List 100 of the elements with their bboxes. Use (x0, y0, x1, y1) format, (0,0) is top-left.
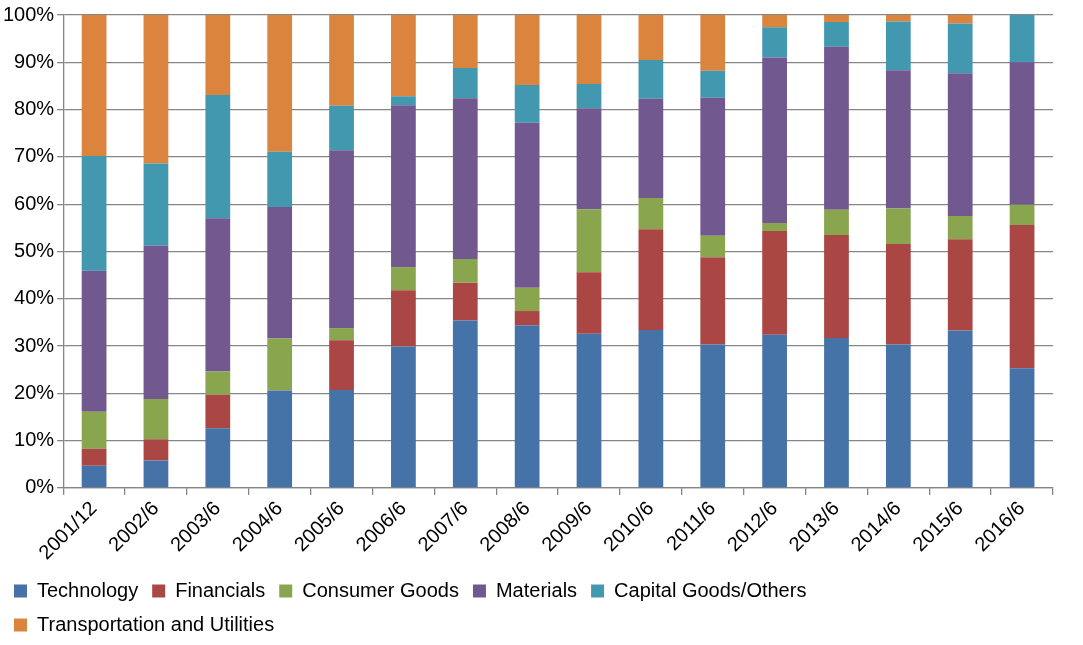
bar (391, 105, 416, 268)
bar (824, 22, 849, 47)
bar (391, 96, 416, 106)
bar (824, 338, 849, 488)
y-tick-label: 90% (14, 49, 55, 72)
bar (885, 21, 911, 71)
bar (638, 329, 664, 488)
bar (205, 94, 231, 219)
bar (329, 105, 354, 151)
bar (576, 84, 602, 109)
bar (514, 311, 540, 326)
bar (824, 15, 849, 23)
bar (885, 243, 911, 345)
y-tick-label: 60% (14, 191, 55, 214)
bar (81, 155, 107, 271)
bar (81, 15, 107, 156)
bar (452, 67, 478, 99)
bar (762, 27, 787, 58)
bar (700, 344, 726, 488)
legend-label: Technology (37, 578, 139, 601)
bar (205, 394, 231, 429)
y-tick-label: 10% (14, 428, 55, 451)
bar (762, 15, 787, 28)
bar (638, 59, 664, 99)
bar (762, 334, 787, 488)
bar (885, 70, 911, 209)
bar (1009, 62, 1035, 205)
bar (143, 15, 169, 164)
bar (391, 290, 416, 347)
y-tick-label: 40% (14, 286, 55, 309)
bar (205, 218, 231, 372)
bar (452, 282, 478, 321)
y-tick-label: 70% (14, 144, 55, 167)
bar (762, 231, 787, 335)
bar (329, 340, 354, 391)
bar (205, 371, 231, 395)
bar (1009, 15, 1035, 63)
bar (329, 150, 354, 329)
y-tick-label: 0% (25, 475, 55, 498)
bar (638, 229, 664, 330)
bar (452, 98, 478, 260)
bar (452, 15, 478, 68)
bar (514, 122, 540, 288)
bar (947, 215, 973, 240)
bar (143, 163, 169, 246)
y-tick-label: 30% (14, 333, 55, 356)
bar (81, 448, 107, 466)
bar (700, 15, 726, 71)
bar (576, 272, 602, 334)
bar (824, 234, 849, 338)
legend-label: Consumer Goods (302, 578, 459, 601)
bar (267, 15, 293, 152)
bar (452, 259, 478, 283)
bar (824, 46, 849, 210)
bar (391, 267, 416, 291)
bar (81, 411, 107, 449)
bar (514, 325, 540, 488)
bar (267, 207, 293, 339)
bar (143, 245, 169, 399)
bar (947, 15, 973, 24)
bar (391, 15, 416, 97)
bar (700, 257, 726, 345)
bar (885, 208, 911, 244)
bar (947, 73, 973, 216)
bar (514, 15, 540, 85)
bar (824, 209, 849, 235)
bar (143, 399, 169, 440)
bar (205, 428, 231, 488)
bar (947, 330, 973, 488)
bar (638, 98, 664, 199)
bar (1009, 224, 1035, 369)
bar (205, 15, 231, 95)
bar (762, 57, 787, 224)
legend-label: Transportation and Utilities (37, 612, 275, 635)
bar (700, 235, 726, 258)
y-tick-label: 20% (14, 380, 55, 403)
bar (762, 223, 787, 232)
bar (947, 23, 973, 74)
bar (576, 209, 602, 273)
bar (576, 15, 602, 85)
legend-label: Materials (495, 578, 578, 601)
bar (267, 338, 293, 391)
bar (514, 287, 540, 312)
bar (143, 460, 169, 488)
bar (1009, 204, 1035, 225)
bar (885, 344, 911, 488)
bar (638, 198, 664, 230)
bar (452, 320, 478, 488)
bar (700, 70, 726, 98)
bar (638, 15, 664, 60)
bar (885, 15, 911, 22)
bar (576, 108, 602, 210)
y-tick-label: 100% (3, 2, 55, 25)
y-tick-label: 80% (14, 97, 55, 120)
bar (329, 390, 354, 488)
bar (81, 270, 107, 412)
bar (81, 465, 107, 488)
bar (700, 97, 726, 236)
bar (143, 439, 169, 461)
bar (514, 84, 540, 123)
